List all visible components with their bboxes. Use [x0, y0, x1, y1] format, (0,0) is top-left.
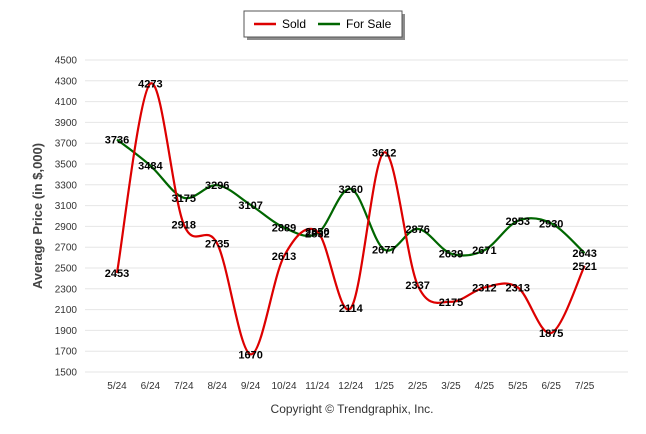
data-label: 3736: [105, 134, 129, 146]
data-label: 2876: [405, 224, 429, 236]
series-line-sold: [115, 82, 586, 356]
y-tick-label: 1500: [55, 368, 78, 379]
data-label: 2521: [572, 261, 596, 273]
y-tick-label: 2300: [55, 284, 78, 295]
y-tick-label: 3700: [55, 139, 78, 150]
data-label: 2613: [272, 251, 296, 263]
x-tick-label: 5/24: [107, 381, 127, 392]
x-tick-label: 6/25: [541, 381, 561, 392]
x-tick-label: 4/25: [475, 381, 495, 392]
y-tick-label: 2100: [55, 305, 78, 316]
x-axis-ticks: 5/24 6/24 7/24 8/24 9/24 10/24 11/24 12/24 1/25 2…: [107, 381, 595, 392]
y-axis-title: Average Price (in $,000): [30, 143, 45, 289]
y-tick-label: 3900: [55, 118, 78, 129]
legend: Sold For Sale: [243, 10, 405, 40]
y-tick-label: 2700: [55, 243, 78, 254]
x-tick-label: 10/24: [271, 381, 296, 392]
data-label: 3175: [172, 193, 196, 205]
y-tick-label: 1900: [55, 326, 78, 337]
data-label: 2639: [439, 249, 463, 261]
x-tick-label: 7/25: [575, 381, 595, 392]
y-tick-label: 4500: [55, 56, 78, 67]
gridlines: [85, 59, 628, 373]
x-tick-label: 8/24: [207, 381, 227, 392]
data-label: 3296: [205, 180, 229, 192]
data-label: 2850: [305, 227, 329, 239]
copyright-credit: Copyright © Trendgraphix, Inc.: [271, 402, 434, 416]
series-line-for-sale: [116, 138, 586, 257]
legend-label-for-sale: For Sale: [346, 17, 392, 31]
data-label: 3107: [238, 200, 262, 212]
x-tick-label: 6/24: [141, 381, 161, 392]
y-tick-label: 3100: [55, 201, 78, 212]
x-tick-label: 3/25: [441, 381, 461, 392]
x-tick-label: 9/24: [241, 381, 261, 392]
y-tick-label: 4100: [55, 97, 78, 108]
data-label: 2930: [539, 218, 563, 230]
data-label: 3484: [138, 161, 163, 173]
y-tick-label: 3300: [55, 180, 78, 191]
data-label: 2832: [305, 228, 329, 240]
data-label: 2671: [472, 245, 496, 257]
y-tick-label: 2500: [55, 264, 78, 275]
data-label: 2889: [272, 223, 296, 235]
legend-label-sold: Sold: [282, 17, 306, 31]
y-axis-ticks: 1500 1700 1900 2100 2300 2500 2700 2900 3100 3300…: [55, 56, 78, 379]
data-label: 2643: [572, 248, 596, 260]
y-tick-label: 4300: [55, 76, 78, 87]
data-label: 2918: [172, 220, 196, 232]
x-tick-label: 11/24: [305, 381, 330, 392]
x-tick-label: 12/24: [338, 381, 363, 392]
data-label: 4273: [138, 79, 162, 91]
data-label: 2337: [405, 280, 429, 292]
data-label: 2735: [205, 239, 229, 251]
x-tick-label: 2/25: [408, 381, 428, 392]
x-tick-label: 7/24: [174, 381, 194, 392]
data-label: 2313: [506, 282, 530, 294]
x-tick-label: 1/25: [374, 381, 394, 392]
data-label: 2677: [372, 245, 396, 257]
y-tick-label: 1700: [55, 347, 78, 358]
x-tick-label: 5/25: [508, 381, 528, 392]
data-label: 3612: [372, 147, 396, 159]
data-label: 2312: [472, 283, 496, 295]
data-label: 2175: [439, 297, 463, 309]
data-label: 2114: [339, 303, 364, 315]
data-label: 2453: [105, 268, 129, 280]
y-tick-label: 3500: [55, 160, 78, 171]
data-label: 1670: [238, 349, 262, 361]
series-lines: [115, 82, 586, 356]
data-label: 1875: [539, 328, 563, 340]
data-label: 3260: [339, 184, 363, 196]
data-labels: 2453 4273 2918 2735 1670 2613 2850 2114 3612 2337…: [105, 79, 597, 362]
data-label: 2953: [506, 216, 530, 228]
y-tick-label: 2900: [55, 222, 78, 233]
